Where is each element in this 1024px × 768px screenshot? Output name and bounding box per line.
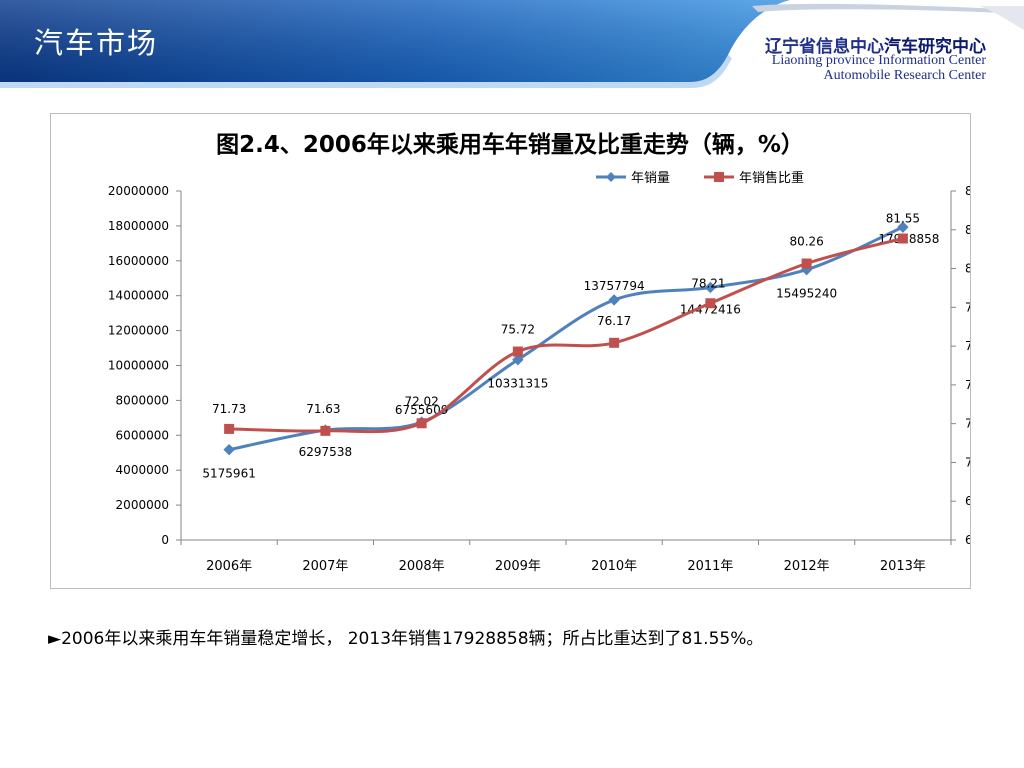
y-left-tick-label: 10000000	[108, 359, 169, 373]
x-tick-label: 2007年	[302, 559, 348, 574]
sales-series-data-label: 15495240	[776, 287, 837, 301]
org-name-cn-strong: 汽车研究中心	[884, 37, 986, 57]
x-tick-label: 2011年	[687, 559, 733, 574]
y-left-tick-label: 6000000	[116, 428, 169, 442]
sales-series-point	[608, 294, 620, 306]
sales-series-data-label: 6755609	[395, 403, 448, 417]
org-name-en-line2: Automobile Research Center	[823, 68, 986, 83]
share-series-data-label: 75.72	[501, 323, 535, 337]
y-left-tick-label: 14000000	[108, 289, 169, 303]
share-series-point	[705, 298, 716, 309]
share-series-point	[609, 337, 620, 348]
sales-series-data-label: 5175961	[202, 467, 255, 481]
x-tick-label: 2012年	[784, 559, 830, 574]
x-tick-label: 2008年	[399, 559, 445, 574]
share-series-data-label: 71.63	[306, 402, 340, 416]
sales-series-point	[223, 443, 235, 456]
sales-series-data-label: 14472416	[680, 302, 741, 316]
sales-series-point	[897, 221, 909, 233]
x-tick-label: 2006年	[206, 559, 252, 574]
chart: 图2.4、2006年以来乘用车年销量及比重走势（辆，%） 0 2000000 4000…	[108, 131, 970, 574]
sales-series-data-label: 13757794	[584, 279, 645, 293]
sales-series-point	[704, 281, 717, 294]
org-name-cn: 辽宁省信息中心汽车研究中心	[765, 32, 986, 57]
y-right-tick-label: 74	[965, 378, 970, 392]
y-right-tick-label: 68	[965, 494, 970, 508]
legend-sales-marker	[606, 172, 616, 182]
share-series-data-label: 81.55	[886, 212, 920, 226]
x-tick-label: 2009年	[495, 559, 541, 574]
share-series-data-label: 78.21	[691, 276, 725, 290]
share-series-point	[512, 346, 523, 357]
y-left-tick-label: 18000000	[108, 219, 169, 233]
org-name-cn-prefix: 辽宁省信息中心	[765, 37, 884, 57]
y-right-tick-label: 84	[965, 184, 970, 198]
header-banner	[0, 0, 1024, 88]
y-right-tick-label: 76	[965, 339, 970, 353]
share-series-point	[224, 423, 235, 434]
y-left-tick-label: 0	[161, 533, 169, 547]
legend-share-marker	[714, 172, 724, 182]
slide-title: 汽车市场	[34, 26, 159, 60]
y-left-tick-label: 16000000	[108, 254, 169, 268]
chart-frame: 图2.4、2006年以来乘用车年销量及比重走势（辆，%） 0 2000000 4000…	[50, 113, 971, 589]
x-tick-label: 2010年	[591, 559, 637, 574]
summary-caption: ►2006年以来乘用车年销量稳定增长， 2013年销售17928858辆；所占比…	[48, 629, 764, 649]
y-left-tick-label: 4000000	[116, 463, 169, 477]
org-name-en-line1: Liaoning province Information Center	[771, 53, 986, 68]
chart-title: 图2.4、2006年以来乘用车年销量及比重走势（辆，%）	[216, 131, 804, 158]
y-right-tick-label: 78	[965, 300, 970, 314]
sales-series-point	[512, 354, 524, 366]
share-series-point	[320, 425, 331, 436]
sales-series-line	[228, 225, 904, 452]
y-left-tick-label: 8000000	[116, 393, 169, 407]
share-series-line	[229, 237, 904, 434]
y-right-tick-label: 80	[965, 262, 970, 276]
sales-series-data-label: 17928858	[878, 232, 939, 246]
share-series-point	[801, 258, 812, 269]
share-series-point	[897, 233, 908, 244]
share-series-point	[416, 418, 427, 429]
y-left-tick-label: 20000000	[108, 184, 169, 198]
y-right-tick-label: 72	[965, 417, 970, 431]
x-tick-label: 2013年	[880, 559, 926, 574]
y-left-tick-label: 12000000	[108, 324, 169, 338]
legend-share-label: 年销售比重	[739, 170, 804, 186]
y-right-tick-label: 66	[965, 533, 970, 547]
share-series-data-label: 71.73	[212, 402, 246, 416]
legend-sales-label: 年销量	[631, 171, 670, 186]
share-series-data-label: 72.02	[404, 394, 438, 408]
sales-series-data-label: 10331315	[487, 377, 548, 391]
y-left-tick-label: 2000000	[116, 498, 169, 512]
y-right-tick-label: 70	[965, 455, 970, 469]
sales-series-data-label: 6297538	[299, 445, 352, 459]
share-series-data-label: 76.17	[597, 314, 631, 328]
y-right-tick-label: 82	[965, 223, 970, 237]
share-series-data-label: 80.26	[789, 235, 823, 249]
